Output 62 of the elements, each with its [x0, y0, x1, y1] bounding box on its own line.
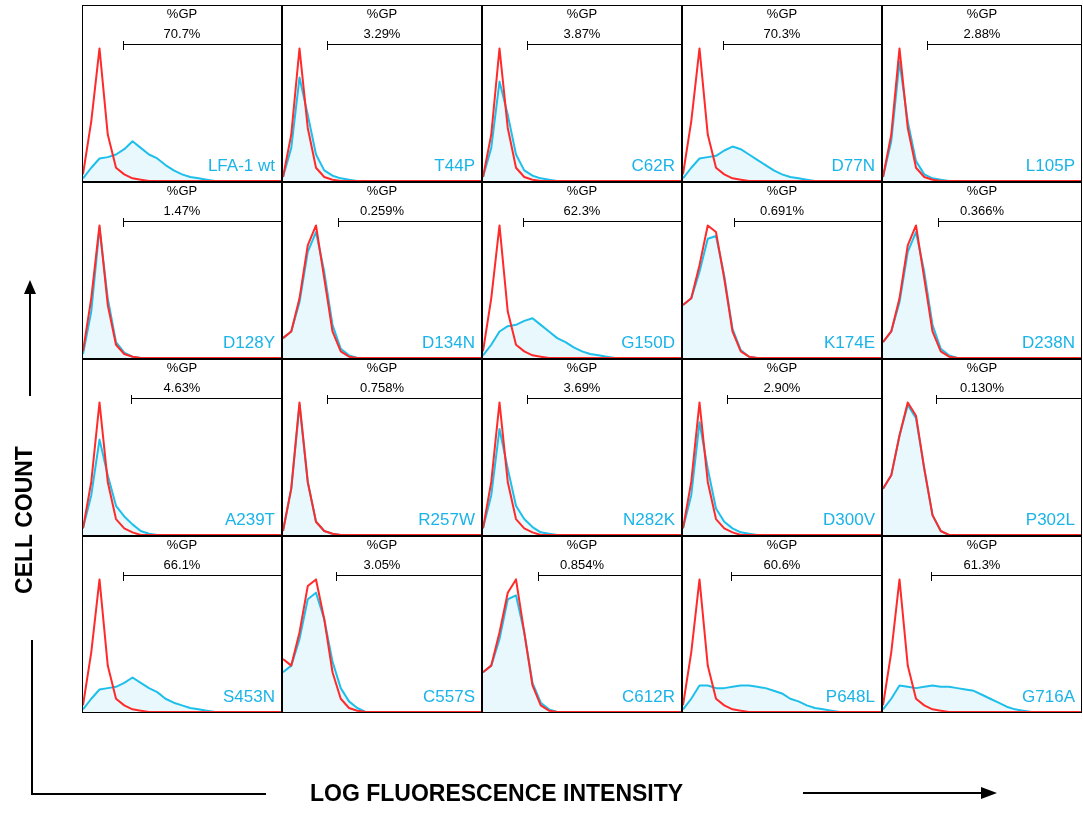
text: 3.29%: [363, 26, 401, 42]
text: 3.05%: [363, 557, 401, 573]
text: 61.3%: [963, 557, 1001, 573]
text: %GP: [766, 360, 798, 376]
text: %GP: [366, 6, 398, 22]
text: C557S: [423, 687, 475, 707]
text: %GP: [766, 537, 798, 553]
text: A239T: [224, 510, 275, 530]
text: D300V: [823, 510, 876, 530]
text: T44P: [434, 156, 475, 176]
text: %GP: [366, 537, 398, 553]
text: 66.1%: [163, 557, 201, 573]
text: %GP: [766, 183, 798, 199]
text: 2.88%: [963, 26, 1001, 42]
text: S453N: [223, 687, 275, 707]
text: %GP: [566, 360, 598, 376]
text: 0.854%: [559, 557, 605, 573]
text: 2.90%: [763, 380, 801, 396]
text: %GP: [166, 183, 198, 199]
text: 60.6%: [763, 557, 801, 573]
text: K174E: [823, 333, 875, 353]
text: 0.758%: [359, 380, 405, 396]
text: 0.259%: [359, 203, 405, 219]
text: %GP: [966, 183, 998, 199]
text: %GP: [966, 6, 998, 22]
text: LOG FLUORESCENCE INTENSITY: [310, 780, 684, 807]
text: D134N: [422, 333, 475, 353]
text: %GP: [366, 183, 398, 199]
text: D128Y: [223, 333, 275, 353]
text: CELL COUNT: [10, 446, 38, 594]
text: %GP: [766, 6, 798, 22]
text: R257W: [418, 510, 475, 530]
text: P302L: [1025, 510, 1075, 530]
text: 3.69%: [563, 380, 601, 396]
text: 3.87%: [563, 26, 601, 42]
text: 62.3%: [563, 203, 601, 219]
text: 0.130%: [959, 380, 1005, 396]
text: G716A: [1022, 687, 1076, 707]
text: 0.691%: [759, 203, 805, 219]
text: 4.63%: [163, 380, 201, 396]
text: D77N: [831, 156, 875, 176]
text: C62R: [631, 156, 675, 176]
text: 70.7%: [163, 26, 201, 42]
text: %GP: [566, 6, 598, 22]
text: %GP: [166, 360, 198, 376]
text: P648L: [825, 687, 875, 707]
text: 1.47%: [163, 203, 201, 219]
text: %GP: [966, 537, 998, 553]
text: 70.3%: [763, 26, 801, 42]
text: N282K: [623, 510, 676, 530]
text: %GP: [566, 537, 598, 553]
text: %GP: [166, 537, 198, 553]
text: G150D: [621, 333, 675, 353]
text: %GP: [966, 360, 998, 376]
text: L105P: [1025, 156, 1075, 176]
text: %GP: [166, 6, 198, 22]
text: D238N: [1022, 333, 1075, 353]
text: %GP: [366, 360, 398, 376]
text: 0.366%: [959, 203, 1005, 219]
text: LFA-1 wt: [207, 156, 276, 176]
text: %GP: [566, 183, 598, 199]
text: C612R: [622, 687, 675, 707]
